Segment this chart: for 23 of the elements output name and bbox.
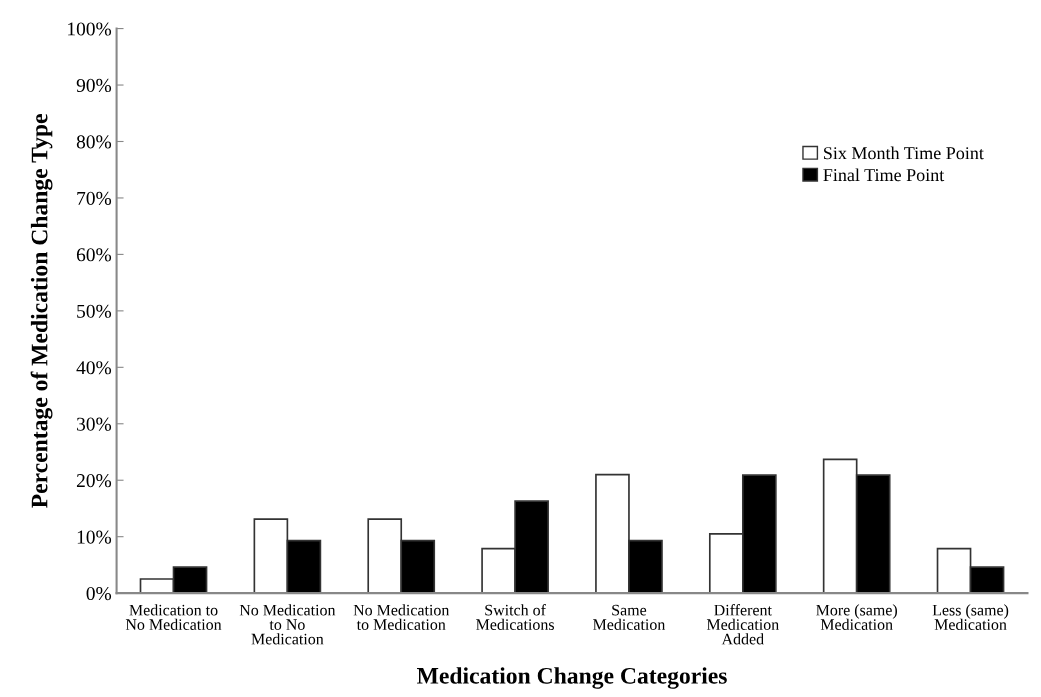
x-tick-label: Same Medication xyxy=(593,604,666,630)
legend-label: Six Month Time Point xyxy=(824,146,984,160)
x-tick-label: More (same) Medication xyxy=(816,604,897,630)
x-tick-label: Different Medication Added xyxy=(706,604,779,645)
y-tick-label: 60% xyxy=(76,248,112,262)
x-axis-title: Medication Change Categories xyxy=(417,667,727,689)
x-tick-label: No Medication to Medication xyxy=(353,604,450,630)
y-tick-label: 100% xyxy=(68,22,112,36)
x-tick-label: No Medication to No Medication xyxy=(239,604,336,645)
y-tick-label: 40% xyxy=(76,361,112,375)
x-tick-label: Medication to No Medication xyxy=(125,604,222,630)
y-tick-label: 30% xyxy=(77,417,112,431)
y-axis-title: Percentage of Medication Change Type xyxy=(30,114,53,508)
x-tick-label: Less (same) Medication xyxy=(932,604,1009,630)
y-tick-label: 90% xyxy=(76,78,112,93)
y-tick-label: 50% xyxy=(77,304,112,318)
y-tick-label: 20% xyxy=(76,474,112,488)
y-tick-label: 80% xyxy=(76,135,112,149)
y-tick-label: 70% xyxy=(77,191,112,205)
y-tick-label: 0% xyxy=(86,586,112,601)
legend-label: Final Time Point xyxy=(823,168,945,182)
y-tick-label: 10% xyxy=(77,530,112,544)
x-tick-label: Switch of Medications xyxy=(476,604,554,630)
